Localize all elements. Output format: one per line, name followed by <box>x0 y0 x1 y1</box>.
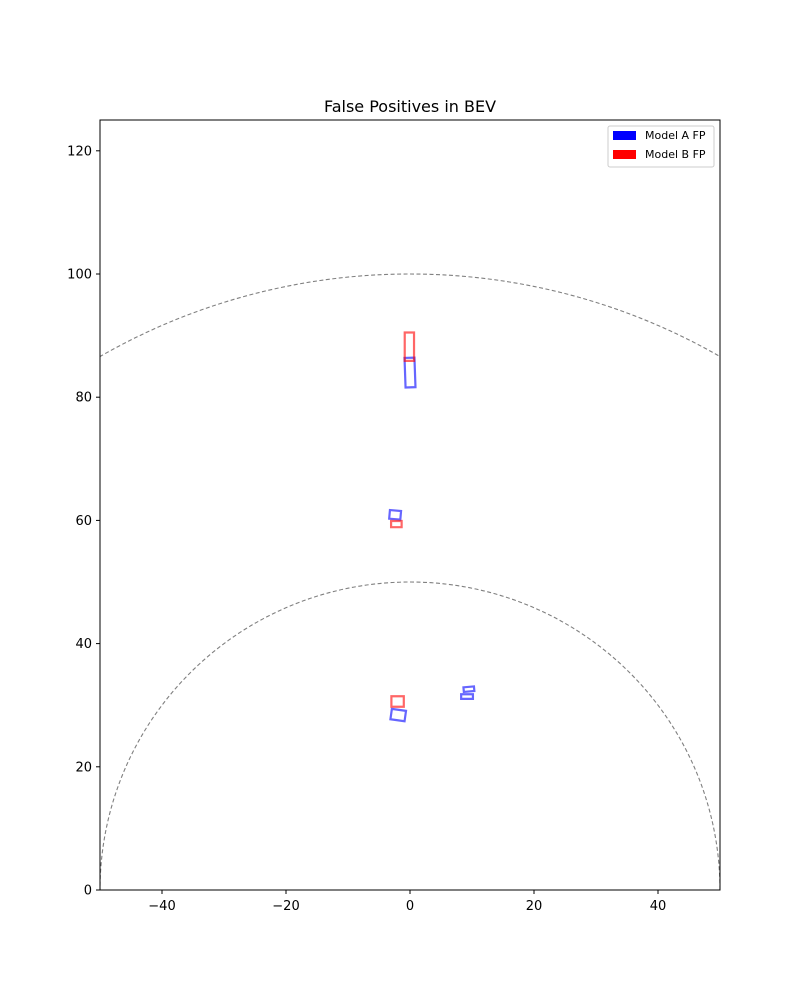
fp-box-model-b <box>390 695 405 708</box>
x-tick-label: 40 <box>650 899 667 914</box>
legend-swatch <box>613 150 636 159</box>
plot-frame <box>99 119 721 891</box>
x-tick-label: −20 <box>272 899 299 914</box>
y-axis: 0 20 40 60 80 100 120 <box>67 144 100 899</box>
fp-box-model-b <box>389 519 403 529</box>
y-tick-label: 120 <box>67 144 92 159</box>
fp-box-model-a <box>389 707 408 723</box>
y-tick-label: 20 <box>75 760 92 775</box>
x-tick-label: 20 <box>526 899 543 914</box>
fp-box-model-b <box>403 331 416 362</box>
fp-box-model-a <box>387 508 403 521</box>
x-tick-label: 0 <box>406 899 414 914</box>
legend-swatch <box>613 131 636 140</box>
fp-box-model-a <box>462 685 476 694</box>
y-tick-label: 100 <box>67 268 92 283</box>
fp-box-model-a <box>403 356 417 389</box>
fp-boxes <box>387 331 476 723</box>
range-rings <box>100 273 720 890</box>
legend-label: Model A FP <box>645 129 706 142</box>
y-tick-label: 60 <box>75 514 92 529</box>
chart-title: False Positives in BEV <box>324 97 496 116</box>
y-tick-label: 40 <box>75 637 92 652</box>
x-axis: −40 −20 0 20 40 <box>148 890 666 914</box>
fp-box-model-a <box>460 693 475 700</box>
x-tick-label: −40 <box>148 899 175 914</box>
y-tick-label: 80 <box>75 391 92 406</box>
range-ring-50 <box>100 581 720 890</box>
legend-label: Model B FP <box>645 148 706 161</box>
y-tick-label: 0 <box>84 884 92 899</box>
legend: Model A FP Model B FP <box>607 125 715 168</box>
range-ring-100 <box>100 273 720 358</box>
